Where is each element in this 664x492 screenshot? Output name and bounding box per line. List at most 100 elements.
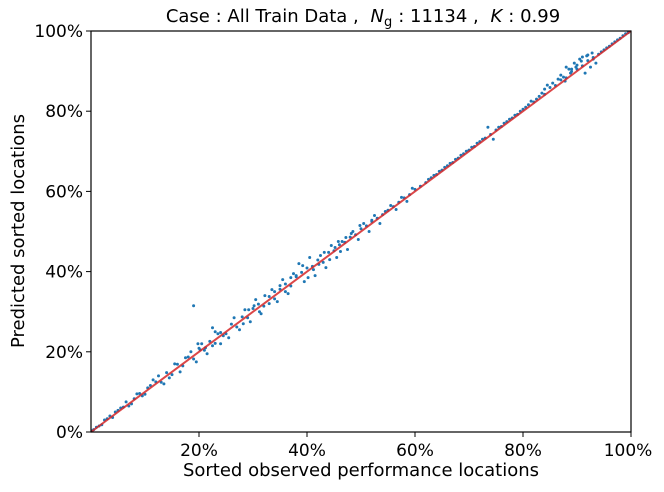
data-point bbox=[567, 67, 571, 71]
data-point bbox=[211, 326, 214, 330]
data-point bbox=[211, 344, 214, 348]
data-point bbox=[572, 61, 576, 65]
data-point bbox=[286, 292, 290, 296]
data-point bbox=[569, 71, 573, 75]
data-point bbox=[410, 186, 414, 190]
data-point bbox=[273, 290, 277, 294]
data-point bbox=[537, 94, 541, 98]
data-point bbox=[238, 328, 241, 332]
data-point bbox=[311, 268, 315, 272]
data-point bbox=[194, 360, 198, 364]
title-prefix: Case : All Train Data , bbox=[166, 6, 359, 27]
data-point bbox=[335, 256, 339, 260]
data-point bbox=[338, 250, 342, 254]
y-tick-label: 20% bbox=[45, 343, 83, 363]
title-k-symbol: K bbox=[490, 6, 503, 27]
plot-frame bbox=[90, 30, 632, 433]
data-point bbox=[186, 355, 190, 359]
data-point bbox=[165, 371, 169, 375]
data-point bbox=[580, 55, 584, 59]
data-point bbox=[559, 73, 563, 77]
data-point bbox=[267, 294, 271, 298]
data-point bbox=[124, 400, 128, 404]
y-tick-label: 40% bbox=[45, 263, 83, 283]
data-point bbox=[578, 57, 582, 61]
data-point bbox=[321, 260, 325, 264]
data-point bbox=[583, 71, 587, 75]
x-tick-label: 40% bbox=[288, 441, 326, 461]
data-point bbox=[235, 325, 239, 329]
data-point bbox=[570, 67, 574, 71]
data-point bbox=[378, 221, 382, 225]
title-ng-subscript: g bbox=[384, 15, 392, 30]
data-point bbox=[216, 332, 220, 336]
data-point bbox=[219, 331, 223, 335]
data-point bbox=[351, 230, 355, 233]
title-ng-symbol: N bbox=[371, 6, 384, 27]
data-point bbox=[324, 266, 328, 270]
data-point bbox=[256, 302, 260, 306]
data-point bbox=[275, 300, 279, 304]
data-point bbox=[302, 280, 306, 284]
data-point bbox=[192, 304, 196, 308]
title-ng-value: : 11134 , bbox=[398, 6, 479, 27]
data-point bbox=[248, 320, 252, 324]
data-point bbox=[257, 310, 261, 314]
data-point bbox=[529, 99, 533, 103]
data-point bbox=[200, 342, 204, 346]
data-point bbox=[340, 240, 344, 244]
data-point bbox=[243, 308, 247, 312]
data-point bbox=[486, 125, 490, 129]
data-point bbox=[292, 272, 295, 276]
data-point bbox=[362, 221, 366, 225]
reference-line bbox=[90, 30, 632, 433]
data-point bbox=[157, 374, 160, 378]
data-point bbox=[319, 254, 322, 258]
data-point bbox=[283, 282, 287, 286]
data-point bbox=[491, 137, 495, 141]
x-tick-label: 60% bbox=[396, 441, 434, 461]
data-point bbox=[543, 87, 547, 91]
data-point bbox=[178, 370, 182, 374]
data-point bbox=[162, 382, 166, 386]
data-point bbox=[306, 276, 310, 280]
data-point bbox=[316, 258, 320, 262]
data-point bbox=[297, 262, 301, 266]
x-axis-ticks: 20% 40% 60% 80% 100% bbox=[180, 432, 652, 461]
data-point bbox=[173, 362, 177, 366]
data-point bbox=[301, 264, 305, 268]
data-point bbox=[394, 207, 398, 211]
x-tick-label: 80% bbox=[504, 441, 542, 461]
data-point bbox=[135, 392, 139, 396]
data-point bbox=[229, 322, 233, 326]
title-k-value: : 0.99 bbox=[508, 6, 560, 27]
data-point bbox=[590, 51, 594, 55]
data-point bbox=[540, 91, 544, 95]
data-point bbox=[356, 238, 360, 242]
data-point bbox=[328, 258, 332, 262]
data-point bbox=[556, 77, 560, 81]
data-point bbox=[300, 270, 304, 274]
x-tick-label: 20% bbox=[180, 441, 218, 461]
data-point bbox=[333, 246, 337, 250]
data-point bbox=[346, 248, 349, 252]
data-point bbox=[289, 276, 293, 280]
x-tick-label: 100% bbox=[604, 441, 653, 461]
data-point bbox=[405, 199, 409, 203]
y-tick-label: 100% bbox=[34, 22, 83, 42]
data-point bbox=[167, 376, 171, 380]
data-point bbox=[344, 236, 348, 240]
data-point bbox=[227, 336, 231, 340]
data-point bbox=[589, 65, 592, 69]
data-point bbox=[308, 256, 312, 260]
data-point bbox=[305, 266, 309, 270]
data-point bbox=[240, 315, 244, 319]
data-point bbox=[151, 378, 155, 382]
data-point bbox=[548, 86, 552, 90]
data-point bbox=[189, 350, 193, 354]
data-point bbox=[349, 232, 353, 235]
data-point bbox=[213, 341, 217, 345]
data-point bbox=[259, 312, 263, 316]
y-axis-label: Predicted sorted locations bbox=[8, 114, 29, 348]
x-axis-label: Sorted observed performance locations bbox=[183, 460, 539, 481]
